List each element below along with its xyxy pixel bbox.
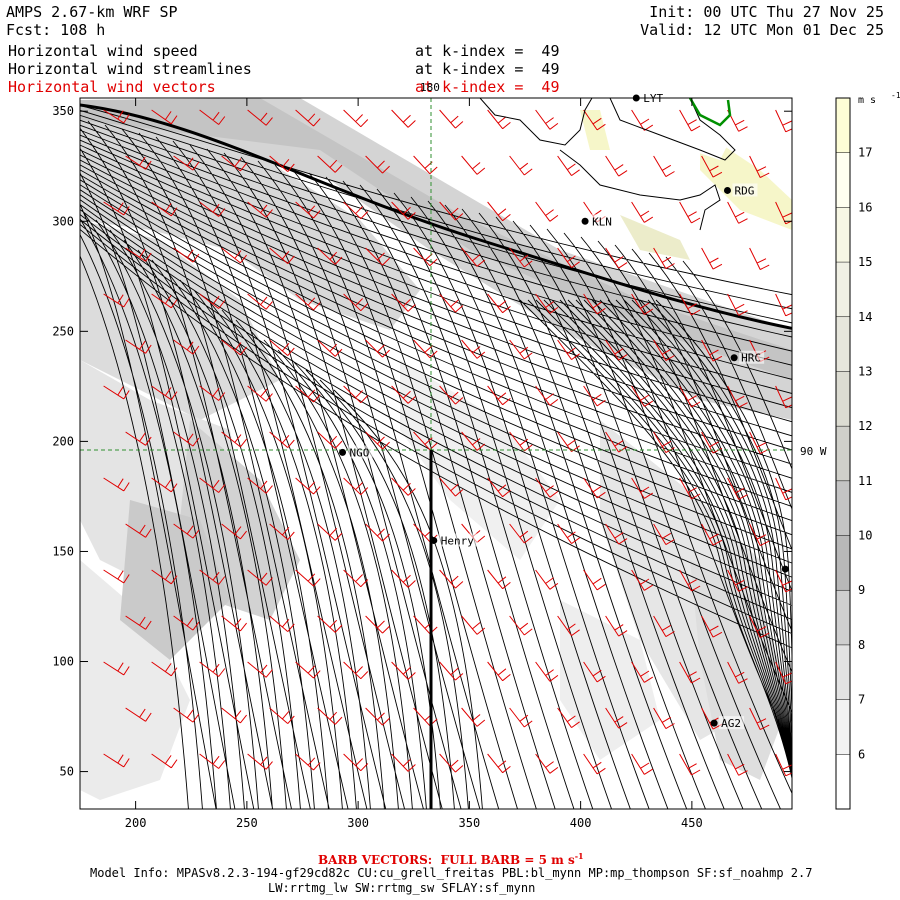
colorbar-label: 14 xyxy=(858,310,872,324)
colorbar-label: 17 xyxy=(858,146,872,160)
colorbar-label: 6 xyxy=(858,747,865,761)
barb-legend-exp: -1 xyxy=(574,851,584,861)
colorbar-swatch xyxy=(836,207,850,263)
colorbar-label: 8 xyxy=(858,638,865,652)
station-dot xyxy=(723,186,731,194)
model-info-line-2: LW:rrtmg_lw SW:rrtmg_sw SFLAY:sf_mynn xyxy=(268,881,536,895)
barb-legend: BARB VECTORS: FULL BARB = 5 m s-1 xyxy=(318,851,584,867)
streamline-paths xyxy=(80,104,792,809)
wind-speed-shading xyxy=(80,98,792,809)
station-dot xyxy=(339,448,347,456)
x-tick-label: 450 xyxy=(681,816,703,830)
station-dot xyxy=(781,565,789,573)
y-tick-label: 200 xyxy=(52,434,74,448)
meridian-label: 180 xyxy=(420,81,440,94)
x-tick-label: 350 xyxy=(459,816,481,830)
field-name-vectors: Horizontal wind vectors xyxy=(8,78,216,96)
valid-time: Valid: 12 UTC Mon 01 Dec 25 xyxy=(640,21,884,39)
station-label-bg xyxy=(590,214,616,228)
station-dot xyxy=(710,719,718,727)
jet-core-streamline xyxy=(80,103,792,330)
parallel-label: 90 W xyxy=(800,445,827,458)
colorbar-label: 10 xyxy=(858,529,872,543)
wind-barbs xyxy=(103,109,792,777)
field-name-streamlines: Horizontal wind streamlines xyxy=(8,60,252,78)
colorbar-swatch xyxy=(836,426,850,481)
colorbar-swatch xyxy=(836,316,850,372)
station-label: HRC xyxy=(741,352,761,365)
station-label: RDG xyxy=(734,184,754,197)
station-label-bg xyxy=(438,533,478,547)
colorbar-swatch xyxy=(836,98,850,153)
barb-paths xyxy=(103,109,792,777)
y-tick-label: 50 xyxy=(60,765,74,779)
y-tick-label: 350 xyxy=(52,104,74,118)
colorbar-units: m s xyxy=(858,95,876,106)
y-tick-label: 300 xyxy=(52,214,74,228)
station-label: KLN xyxy=(592,215,612,228)
station-label: Henry xyxy=(441,534,474,547)
y-tick-label: 150 xyxy=(52,544,74,558)
model-info-line-1: Model Info: MPASv8.2.3-194-gf29cd82c CU:… xyxy=(90,866,813,880)
station-label-bg xyxy=(719,716,745,730)
colorbar: 17 16 15 14 13 12 11 10 9 8 7 6 m s -1 xyxy=(835,91,900,810)
colorbar-label: 15 xyxy=(858,255,872,269)
forecast-hour: Fcst: 108 h xyxy=(6,21,106,39)
init-time: Init: 00 UTC Thu 27 Nov 25 xyxy=(649,3,884,21)
colorbar-swatch xyxy=(836,644,850,700)
colorbar-frame xyxy=(835,97,851,810)
colorbar-label: 7 xyxy=(858,693,865,707)
x-tick-label: 300 xyxy=(347,816,369,830)
coastlines xyxy=(479,98,736,231)
station-label: NGO xyxy=(350,446,370,459)
colorbar-swatch xyxy=(836,371,850,427)
model-title: AMPS 2.67-km WRF SP xyxy=(6,3,178,21)
colorbar-swatch xyxy=(836,152,850,208)
colorbar-label: 12 xyxy=(858,419,872,433)
plot-frame xyxy=(79,97,793,810)
field-level-vectors: at k-index = 49 xyxy=(415,78,560,96)
station-dot xyxy=(430,536,438,544)
station-dot xyxy=(730,354,738,362)
colorbar-label: 9 xyxy=(858,583,865,597)
axes: 200 250 300 350 400 450 50 100 150 200 250 300 350 xyxy=(52,98,792,830)
colorbar-label: 13 xyxy=(858,364,872,378)
station-label-bg xyxy=(732,183,758,197)
x-tick-label: 250 xyxy=(236,816,258,830)
colorbar-swatch xyxy=(836,535,850,591)
station-label-bg xyxy=(347,445,373,459)
field-name-speed: Horizontal wind speed xyxy=(8,42,198,60)
colorbar-label: 11 xyxy=(858,474,872,488)
field-level-streamlines: at k-index = 49 xyxy=(415,60,560,78)
streamlines xyxy=(80,103,792,809)
barb-legend-text: BARB VECTORS: FULL BARB = 5 m s xyxy=(318,853,575,867)
station-label-bg xyxy=(739,350,765,364)
y-tick-label: 250 xyxy=(52,324,74,338)
x-tick-label: 200 xyxy=(125,816,147,830)
y-tick-label: 100 xyxy=(52,655,74,669)
colorbar-swatch xyxy=(836,699,850,755)
colorbar-swatch xyxy=(836,590,850,645)
station-label: AG2 xyxy=(721,717,741,730)
field-level-speed: at k-index = 49 xyxy=(415,42,560,60)
colorbar-swatch xyxy=(836,480,850,536)
colorbar-units-exp: -1 xyxy=(891,91,900,100)
x-tick-label: 400 xyxy=(570,816,592,830)
station-dot xyxy=(581,217,589,225)
colorbar-label: 16 xyxy=(858,200,872,214)
colorbar-swatch xyxy=(836,754,850,809)
colorbar-swatch xyxy=(836,262,850,317)
